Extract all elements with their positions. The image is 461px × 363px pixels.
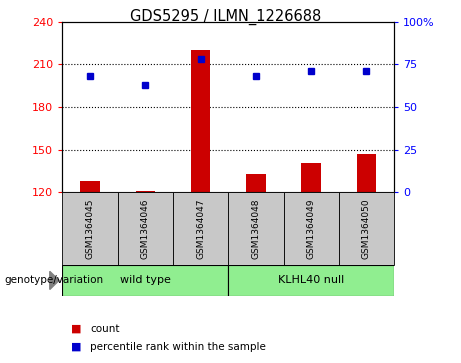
Bar (62, 192, 118, 265)
Text: count: count (90, 323, 119, 334)
Text: ■: ■ (71, 323, 82, 334)
Bar (246, 174, 266, 192)
Bar (228, 192, 284, 265)
Text: percentile rank within the sample: percentile rank within the sample (90, 342, 266, 352)
Text: GSM1364049: GSM1364049 (307, 199, 316, 259)
Polygon shape (50, 272, 59, 290)
Text: GSM1364048: GSM1364048 (251, 199, 260, 259)
Text: KLHL40 null: KLHL40 null (278, 276, 344, 285)
Text: wild type: wild type (120, 276, 171, 285)
Bar (284, 192, 339, 265)
Bar (118, 192, 173, 265)
Text: GSM1364046: GSM1364046 (141, 199, 150, 259)
Bar (301, 163, 321, 192)
Text: genotype/variation: genotype/variation (5, 276, 104, 285)
Text: GSM1364050: GSM1364050 (362, 198, 371, 259)
Text: GSM1364045: GSM1364045 (85, 199, 95, 259)
Bar (136, 191, 155, 192)
Text: ■: ■ (71, 342, 82, 352)
Bar (62, 265, 228, 296)
Bar (339, 192, 394, 265)
Text: GSM1364047: GSM1364047 (196, 199, 205, 259)
Bar (173, 192, 228, 265)
Bar (80, 181, 100, 192)
Bar (191, 50, 210, 192)
Text: GDS5295 / ILMN_1226688: GDS5295 / ILMN_1226688 (130, 9, 321, 25)
Bar (357, 154, 376, 192)
Bar (228, 265, 394, 296)
